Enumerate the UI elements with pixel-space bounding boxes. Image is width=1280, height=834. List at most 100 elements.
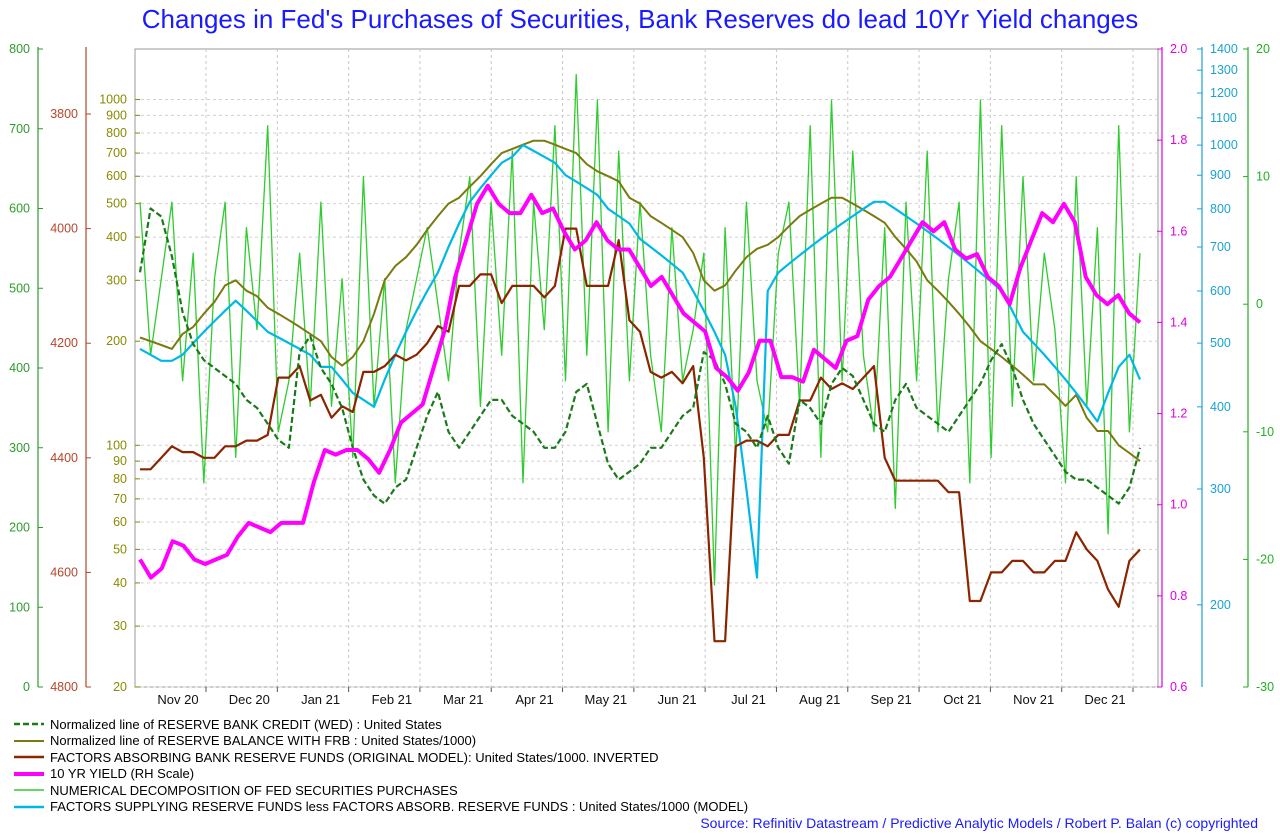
y-axis-left-brown-tick-label: 3800 — [50, 107, 78, 121]
x-tick-label: Nov 21 — [1013, 692, 1054, 707]
y-axis-left-green-tick-label: 400 — [9, 361, 30, 375]
x-tick-label: Jun 21 — [658, 692, 697, 707]
series-10yr-yield — [138, 183, 1142, 580]
legend-swatch — [14, 752, 44, 762]
legend-label: NUMERICAL DECOMPOSITION OF FED SECURITIE… — [50, 782, 458, 798]
y-axis-right-magenta-tick-label: 1.0 — [1170, 498, 1187, 512]
y-axis-right-cyan-tick-label: 1300 — [1210, 63, 1238, 77]
y-axis-left-olive-tick-label: 800 — [106, 126, 127, 140]
y-axis-left-olive-tick-label: 200 — [106, 334, 127, 348]
y-axis-left-green-tick-label: 100 — [9, 600, 30, 614]
y-axis-left-olive-tick-label: 20 — [113, 680, 127, 694]
y-axis-right-cyan-tick-label: 1000 — [1210, 138, 1238, 152]
y-axis-right-cyan-tick-label: 400 — [1210, 400, 1231, 414]
series-factors-absorbing — [140, 227, 1141, 643]
y-axis-left-green-tick-label: 600 — [9, 202, 30, 216]
legend: Normalized line of RESERVE BANK CREDIT (… — [14, 716, 748, 815]
y-axis-left-olive-tick-label: 90 — [113, 454, 127, 468]
series-reserve-bank-credit — [138, 207, 1142, 505]
legend-swatch — [14, 802, 44, 812]
x-tick-label: Mar 21 — [443, 692, 483, 707]
y-axis-right-green-tick-label: -20 — [1256, 552, 1274, 566]
y-axis-right-magenta-tick-label: 1.4 — [1170, 315, 1187, 329]
y-axis-left-green-tick-label: 500 — [9, 281, 30, 295]
x-tick-label: Jul 21 — [731, 692, 766, 707]
x-tick-label: Nov 20 — [157, 692, 198, 707]
legend-label: 10 YR YIELD (RH Scale) — [50, 766, 195, 782]
legend-label: Normalized line of RESERVE BANK CREDIT (… — [50, 716, 442, 732]
y-axis-left-olive-tick-label: 600 — [106, 169, 127, 183]
legend-swatch — [14, 769, 44, 779]
y-axis-left-olive-tick-label: 400 — [106, 230, 127, 244]
y-axis-left-olive-tick-label: 300 — [106, 273, 127, 287]
y-axis-left-olive-tick-label: 900 — [106, 108, 127, 122]
y-axis-left-olive-tick-label: 700 — [106, 146, 127, 160]
y-axis-left-olive-tick-label: 500 — [106, 197, 127, 211]
y-axis-right-magenta-tick-label: 1.8 — [1170, 133, 1187, 147]
legend-swatch — [14, 719, 44, 729]
x-tick-label: Feb 21 — [372, 692, 412, 707]
x-tick-label: May 21 — [585, 692, 628, 707]
y-axis-right-cyan-tick-label: 500 — [1210, 336, 1231, 350]
y-axis-right-magenta-tick-label: 0.8 — [1170, 589, 1187, 603]
y-axis-right-cyan-tick-label: 1400 — [1210, 42, 1238, 56]
legend-label: FACTORS ABSORBING BANK RESERVE FUNDS (OR… — [50, 749, 659, 765]
y-axis-right-magenta-tick-label: 2.0 — [1170, 42, 1187, 56]
y-axis-right-green-tick-label: -30 — [1256, 680, 1274, 694]
y-axis-right-magenta-tick-label: 0.6 — [1170, 680, 1187, 694]
y-axis-left-brown-tick-label: 4600 — [50, 565, 78, 579]
y-axis-left-olive-tick-label: 40 — [113, 576, 127, 590]
plot-area — [134, 48, 1159, 688]
y-axis-right-cyan-tick-label: 1100 — [1210, 111, 1237, 125]
x-tick-label: Apr 21 — [515, 692, 553, 707]
series-factors-supplying — [139, 144, 1142, 579]
y-axis-right-cyan-tick-label: 300 — [1210, 482, 1231, 496]
legend-item-reserve-balance: Normalized line of RESERVE BALANCE WITH … — [14, 733, 748, 750]
source-credit: Source: Refinitiv Datastream / Predictiv… — [700, 815, 1258, 831]
y-axis-left-green-tick-label: 300 — [9, 441, 30, 455]
y-axis-right-cyan-tick-label: 200 — [1210, 598, 1231, 612]
legend-item-numerical-decomposition: NUMERICAL DECOMPOSITION OF FED SECURITIE… — [14, 782, 748, 799]
y-axis-left-olive-tick-label: 1000 — [99, 93, 127, 107]
legend-label: Normalized line of RESERVE BALANCE WITH … — [50, 733, 477, 749]
y-axis-left-olive-tick-label: 100 — [106, 438, 127, 452]
y-axis-right-cyan-tick-label: 1200 — [1210, 86, 1238, 100]
y-axis-right-green-tick-label: 0 — [1256, 297, 1263, 311]
series-numerical-decomposition — [139, 73, 1141, 586]
y-axis-right-cyan-tick-label: 800 — [1210, 202, 1231, 216]
legend-item-factors-supplying: FACTORS SUPPLYING RESERVE FUNDS less FAC… — [14, 799, 748, 816]
legend-swatch — [14, 785, 44, 795]
y-axis-left-olive-tick-label: 60 — [113, 515, 127, 529]
y-axis-right-cyan-tick-label: 900 — [1210, 168, 1231, 182]
y-axis-right-green-tick-label: 10 — [1256, 170, 1270, 184]
x-tick-label: Dec 21 — [1084, 692, 1125, 707]
y-axis-left-brown-tick-label: 4400 — [50, 451, 78, 465]
y-axis-right-cyan-tick-label: 700 — [1210, 240, 1231, 254]
y-axis-left-olive-tick-label: 80 — [113, 472, 127, 486]
y-axis-left-olive-tick-label: 30 — [113, 619, 127, 633]
legend-swatch — [14, 736, 44, 746]
y-axis-left-green-tick-label: 200 — [9, 521, 30, 535]
x-tick-label: Aug 21 — [799, 692, 840, 707]
y-axis-left-green-tick-label: 0 — [23, 680, 30, 694]
series-reserve-balance — [139, 139, 1141, 462]
x-tick-label: Oct 21 — [943, 692, 981, 707]
y-axis-left-olive-tick-label: 70 — [113, 492, 127, 506]
y-axis-left-green-tick-label: 700 — [9, 122, 30, 136]
legend-item-10yr-yield: 10 YR YIELD (RH Scale) — [14, 766, 748, 783]
x-tick-label: Sep 21 — [870, 692, 911, 707]
legend-item-factors-absorbing: FACTORS ABSORBING BANK RESERVE FUNDS (OR… — [14, 749, 748, 766]
x-tick-label: Dec 20 — [229, 692, 270, 707]
y-axis-left-olive-tick-label: 50 — [113, 542, 127, 556]
y-axis-right-green-tick-label: -10 — [1256, 425, 1274, 439]
x-tick-label: Jan 21 — [301, 692, 340, 707]
y-axis-right-green-tick-label: 20 — [1256, 42, 1270, 56]
y-axis-right-cyan-tick-label: 600 — [1210, 284, 1231, 298]
y-axis-right-magenta-tick-label: 1.2 — [1170, 407, 1187, 421]
y-axis-right-magenta-tick-label: 1.6 — [1170, 224, 1187, 238]
chart-title: Changes in Fed's Purchases of Securities… — [141, 4, 1139, 34]
legend-item-reserve-bank-credit: Normalized line of RESERVE BANK CREDIT (… — [14, 716, 748, 733]
y-axis-left-brown-tick-label: 4800 — [50, 680, 78, 694]
y-axis-left-brown-tick-label: 4000 — [50, 222, 78, 236]
